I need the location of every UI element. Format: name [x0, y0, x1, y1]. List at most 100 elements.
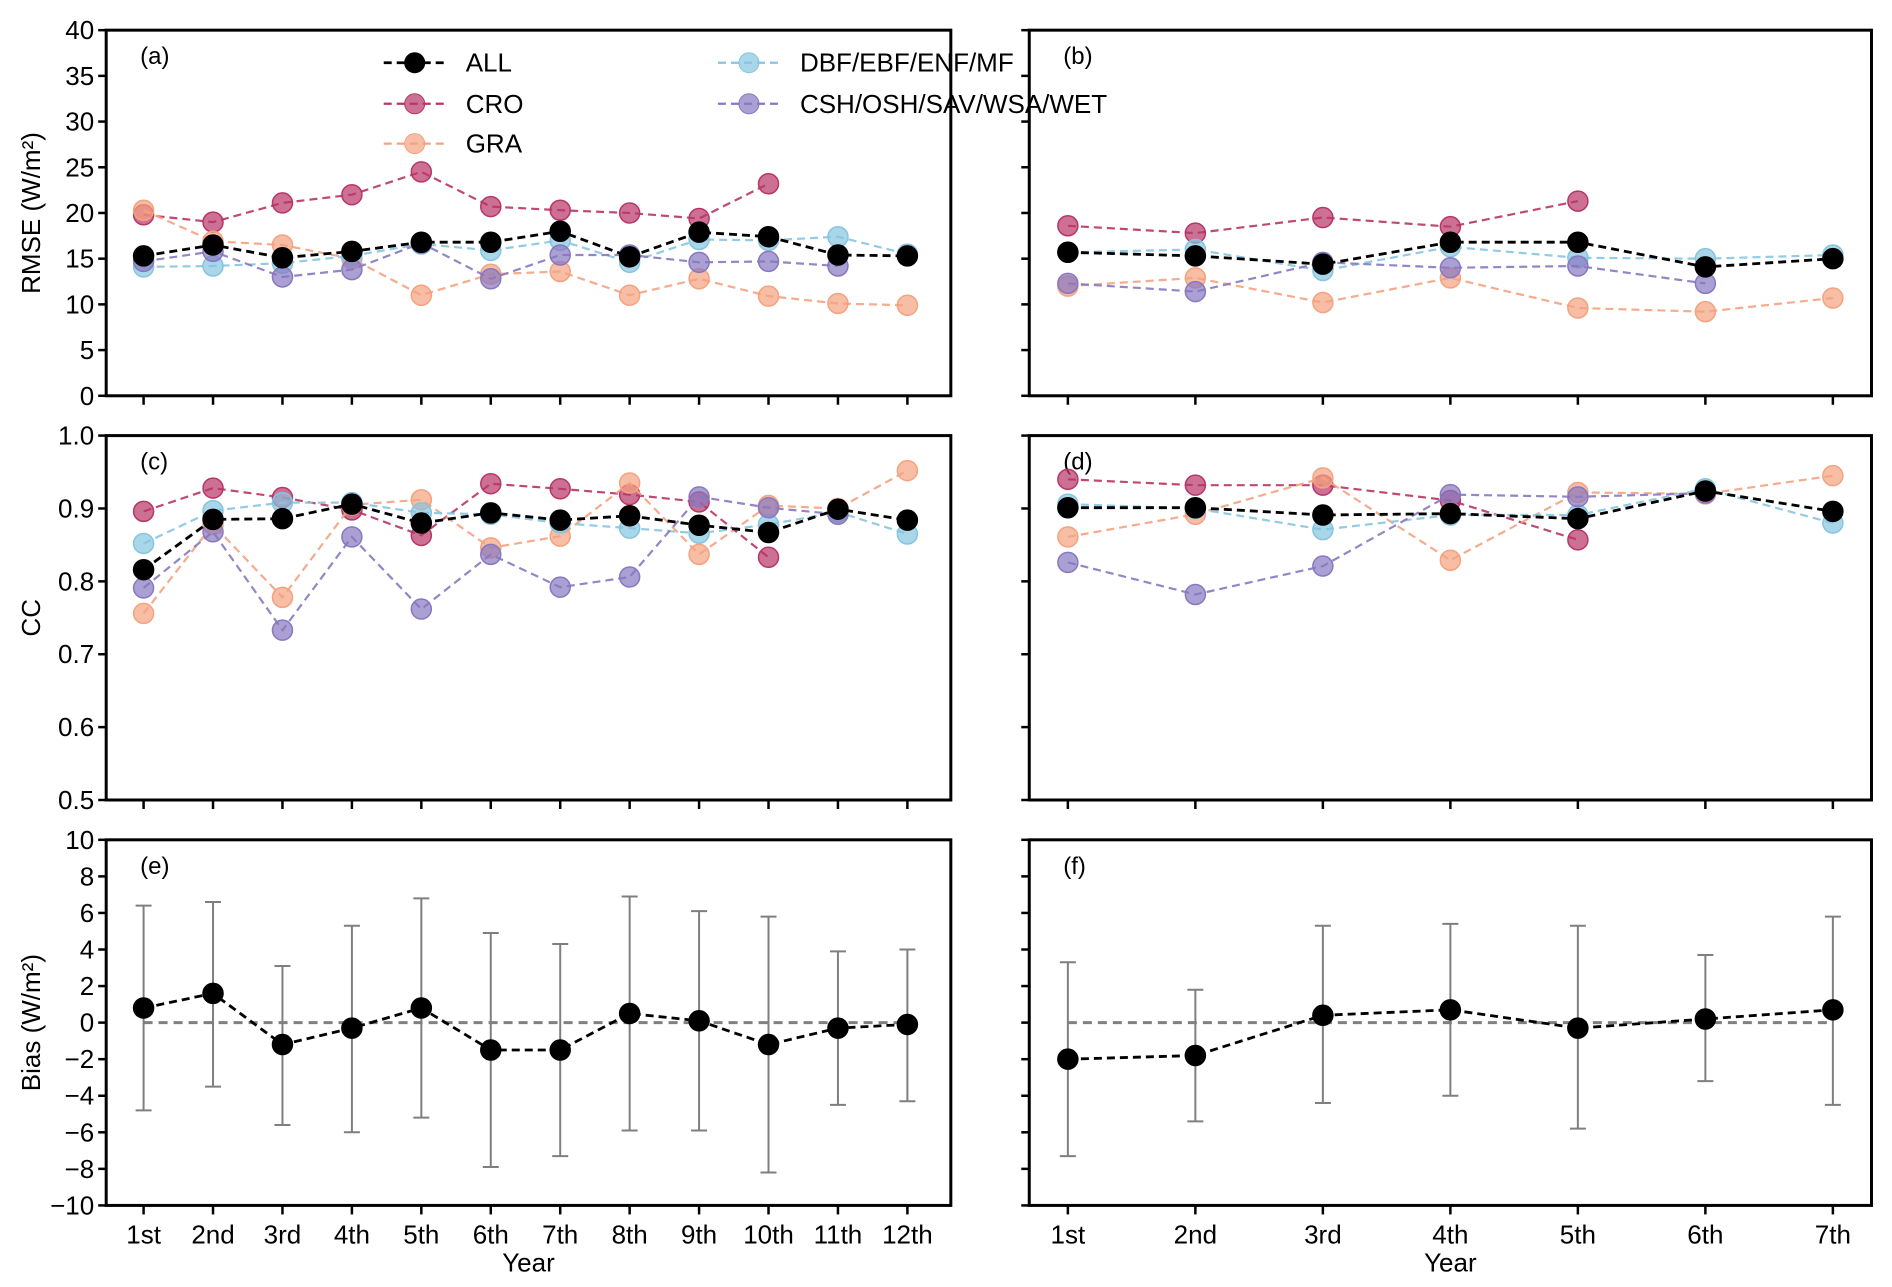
data-point	[549, 478, 571, 500]
legend-label: GRA	[466, 129, 523, 159]
data-point	[1439, 999, 1462, 1021]
data-point	[1694, 256, 1717, 278]
y-tick-label: −8	[65, 1154, 95, 1184]
data-point	[341, 526, 363, 548]
series-gra	[132, 199, 919, 317]
data-point	[827, 244, 849, 266]
data-point	[202, 477, 224, 499]
data-point	[1057, 241, 1079, 264]
data-point	[1184, 280, 1207, 303]
data-point	[132, 245, 155, 267]
data-point	[757, 250, 780, 273]
data-point	[480, 231, 502, 253]
y-tick-label: 0.7	[58, 639, 94, 669]
data-point	[757, 285, 780, 307]
data-point	[410, 997, 433, 1019]
data-point	[549, 244, 571, 266]
y-tick-label: 4	[80, 934, 94, 964]
x-tick-label: 6th	[1687, 1219, 1723, 1249]
y-tick-label: 20	[65, 198, 94, 228]
y-tick-label: 0	[80, 1008, 94, 1038]
data-point	[271, 1033, 294, 1056]
data-point	[688, 251, 710, 274]
series-line	[1067, 478, 1579, 541]
x-tick-label: 7th	[1815, 1219, 1851, 1249]
series-line	[1067, 261, 1706, 293]
x-tick-label: 1st	[1051, 1219, 1086, 1249]
data-point	[271, 247, 294, 269]
data-point	[757, 521, 780, 544]
y-tick-label: 0	[80, 381, 94, 411]
legend-label: CRO	[466, 89, 524, 119]
series-gra	[132, 459, 919, 625]
data-point	[1567, 529, 1589, 551]
data-point	[1184, 583, 1207, 606]
series-line	[142, 469, 908, 615]
data-point	[410, 284, 433, 306]
data-point	[1057, 496, 1079, 519]
data-point	[202, 508, 224, 531]
series-cro	[132, 161, 780, 233]
data-point	[1057, 272, 1079, 295]
series-csh-osh-sav-wsa-wet	[1057, 251, 1717, 303]
y-tick-label: 35	[65, 61, 94, 91]
y-tick-label: 15	[65, 244, 94, 274]
y-axis-label: CC	[16, 599, 46, 637]
series-line	[143, 501, 908, 545]
data-point	[410, 161, 433, 183]
x-tick-label: 11th	[814, 1219, 863, 1249]
series-line	[143, 235, 908, 268]
data-point	[271, 586, 294, 609]
y-tick-label: 5	[80, 335, 94, 365]
series-cro	[1057, 190, 1589, 244]
panel-b: (b)	[1021, 28, 1873, 405]
data-point	[341, 258, 363, 281]
y-tick-label: 40	[65, 15, 94, 45]
y-tick-label: 0.5	[58, 785, 94, 815]
legend-label: CSH/OSH/SAV/WSA/WET	[800, 89, 1107, 119]
y-tick-label: 30	[65, 107, 94, 137]
data-point	[1822, 287, 1844, 309]
data-point	[1057, 526, 1079, 548]
data-point	[1822, 999, 1844, 1021]
panel-label: (e)	[140, 853, 169, 880]
data-point	[618, 246, 641, 268]
data-point	[1312, 253, 1334, 275]
data-point	[1694, 300, 1717, 323]
x-tick-label: 3rd	[264, 1219, 302, 1249]
x-tick-label: 10th	[743, 1219, 794, 1249]
y-tick-label: 0.8	[58, 566, 94, 596]
y-tick-label: 0.9	[58, 493, 94, 523]
data-point	[410, 512, 433, 534]
x-tick-label: 12th	[882, 1219, 933, 1249]
series-all	[1057, 915, 1844, 1158]
data-point	[1567, 255, 1589, 277]
y-tick-label: 25	[65, 152, 94, 182]
data-point	[618, 566, 641, 588]
y-tick-label: −10	[50, 1190, 94, 1220]
panel-label: (c)	[140, 449, 168, 476]
panel-f: 1st 2nd 3rd 4th 5th 6th 7th Year (f)	[1021, 838, 1873, 1277]
data-point	[1694, 480, 1717, 502]
series-cro	[132, 472, 780, 569]
data-point	[1312, 504, 1334, 526]
data-point	[896, 459, 919, 482]
data-point	[1694, 1008, 1717, 1030]
data-point	[202, 982, 224, 1005]
panel-a: 0 5 10 15 20 25 30 35 40 RMSE (W/m²) (a)	[16, 15, 953, 411]
data-point	[132, 577, 155, 599]
panel-label: (b)	[1063, 43, 1092, 70]
series-all	[1057, 480, 1844, 530]
data-point	[896, 294, 919, 317]
data-point	[549, 1039, 571, 1061]
data-point	[1312, 555, 1334, 577]
data-point	[480, 543, 502, 566]
data-point	[1057, 468, 1079, 491]
x-tick-label: 8th	[612, 1219, 648, 1249]
data-point	[827, 498, 849, 520]
data-point	[1439, 549, 1462, 571]
data-point	[757, 496, 780, 519]
x-tick-label: 1st	[126, 1219, 161, 1249]
data-point	[1567, 1017, 1589, 1039]
